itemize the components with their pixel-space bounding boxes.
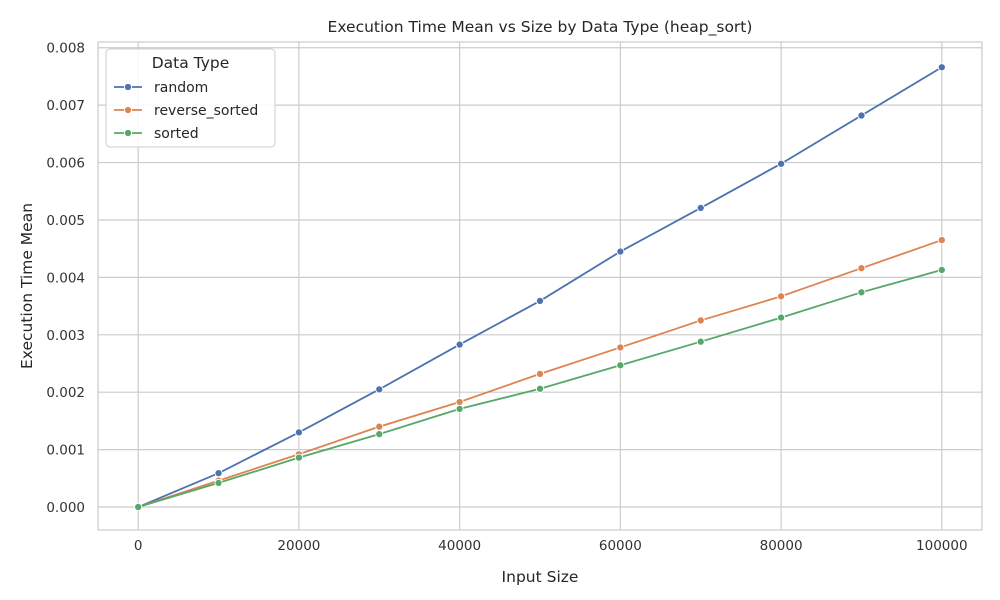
data-point <box>937 63 946 72</box>
series-layer <box>134 63 946 512</box>
y-tick-label: 0.000 <box>46 500 85 516</box>
x-tick-label: 100000 <box>916 538 968 554</box>
y-axis-ticks: 0.000 0.001 0.002 0.003 0.004 0.005 0.006 0.007… <box>46 41 85 516</box>
x-axis-ticks: 0 20000 40000 60000 80000 100000 <box>134 538 968 554</box>
y-tick-label: 0.005 <box>46 213 85 229</box>
x-tick-label: 60000 <box>599 538 642 554</box>
data-point <box>616 247 625 256</box>
x-axis-label: Input Size <box>502 568 579 586</box>
x-tick-label: 20000 <box>277 538 320 554</box>
data-point <box>375 422 384 431</box>
x-tick-label: 80000 <box>760 538 803 554</box>
data-point <box>134 502 143 512</box>
data-point <box>294 453 303 462</box>
plot-frame <box>97 41 983 531</box>
y-tick-label: 0.007 <box>46 98 85 114</box>
data-point <box>777 292 786 301</box>
data-point <box>937 265 946 274</box>
data-point <box>294 428 303 437</box>
chart-title: Execution Time Mean vs Size by Data Type… <box>328 18 753 37</box>
data-point <box>696 337 705 346</box>
legend-item-reverse-sorted: reverse_sorted <box>114 103 258 119</box>
y-axis-label: Execution Time Mean <box>18 203 36 369</box>
data-point <box>777 159 786 168</box>
data-point <box>937 236 946 245</box>
x-tick-label: 0 <box>134 538 143 554</box>
data-point <box>214 469 223 478</box>
series-sorted <box>134 265 946 512</box>
data-point <box>616 361 625 370</box>
data-point <box>455 340 464 349</box>
legend-marker <box>123 128 133 138</box>
data-point <box>777 313 786 322</box>
data-point <box>857 288 866 297</box>
y-tick-label: 0.003 <box>46 328 85 344</box>
legend-label: reverse_sorted <box>154 103 258 119</box>
data-point <box>214 478 223 487</box>
legend-box <box>105 48 276 148</box>
legend-label: random <box>154 80 208 96</box>
x-tick-label: 40000 <box>438 538 481 554</box>
data-point <box>535 296 545 305</box>
y-tick-label: 0.008 <box>46 41 85 57</box>
data-point <box>535 384 545 393</box>
legend-item-random: random <box>114 80 208 96</box>
grid-lines <box>98 42 982 530</box>
legend-title: Data Type <box>152 54 230 72</box>
data-point <box>696 316 705 325</box>
legend-label: sorted <box>154 126 199 142</box>
data-point <box>857 264 866 273</box>
y-tick-label: 0.002 <box>46 385 85 401</box>
data-point <box>455 397 464 407</box>
y-tick-label: 0.006 <box>46 156 85 172</box>
data-point <box>857 111 866 120</box>
y-tick-label: 0.001 <box>46 443 85 459</box>
data-point <box>616 343 625 352</box>
data-point <box>375 385 384 394</box>
legend-marker <box>123 105 133 115</box>
legend-item-sorted: sorted <box>114 126 199 142</box>
data-point <box>455 404 464 413</box>
data-point <box>375 430 384 439</box>
data-point <box>696 203 705 212</box>
legend-marker <box>123 82 133 92</box>
y-tick-label: 0.004 <box>46 270 85 286</box>
data-point <box>535 369 545 378</box>
